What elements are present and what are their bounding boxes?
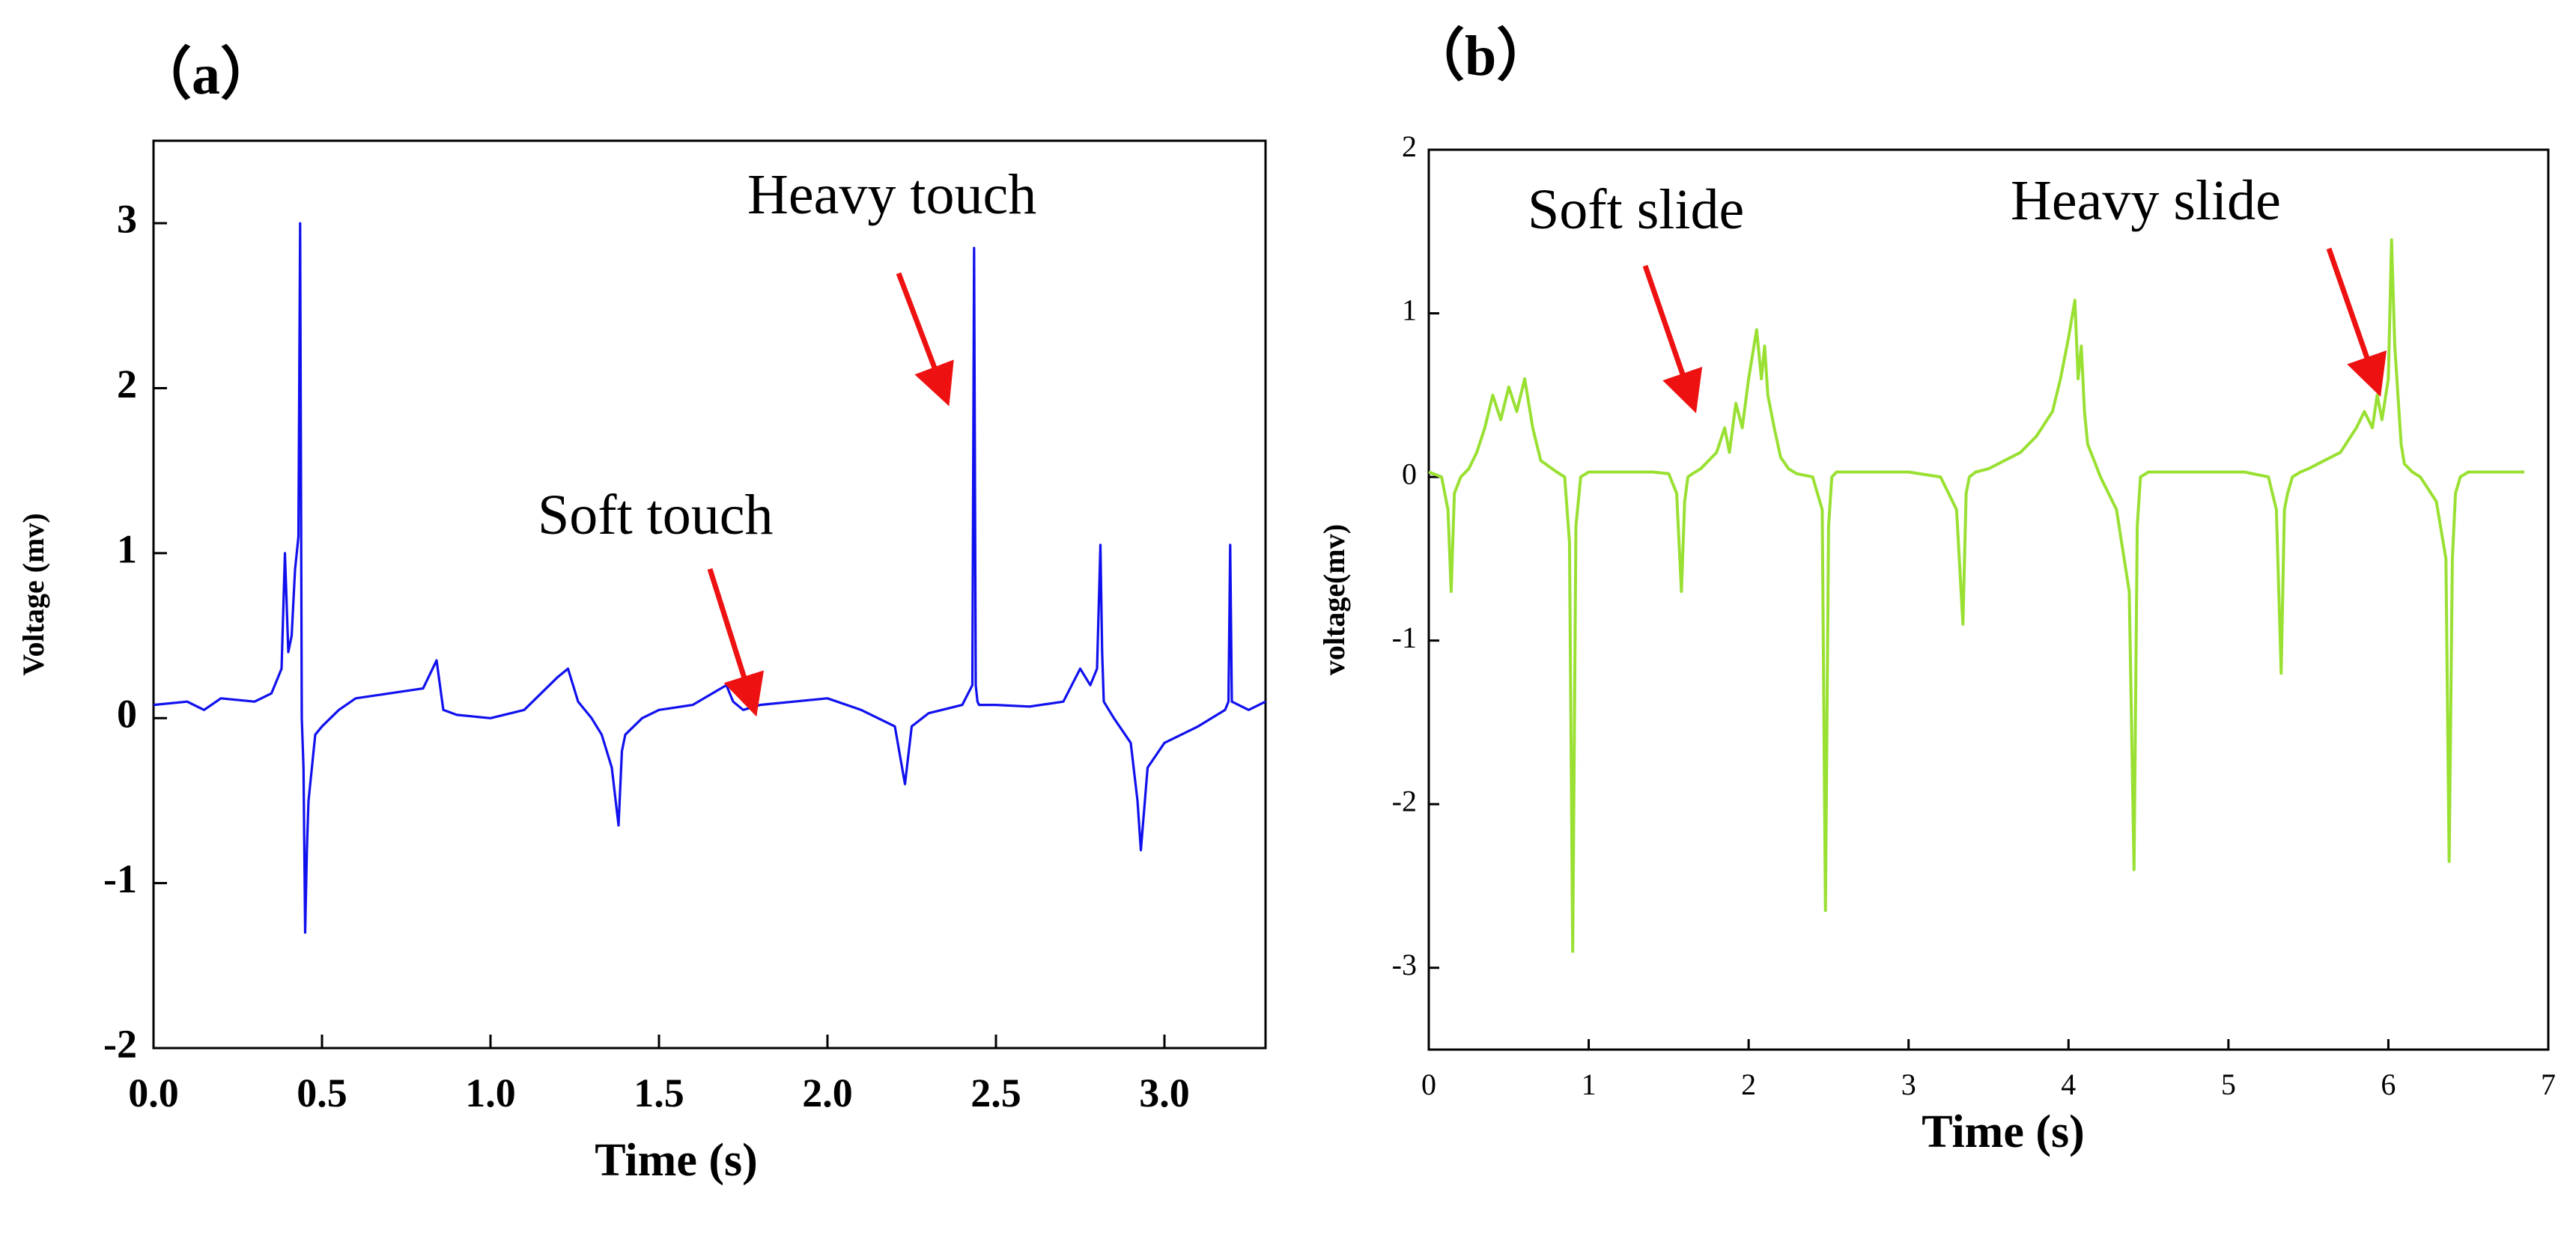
x-tick-label: 2 bbox=[1741, 1068, 1756, 1101]
y-tick-label: 0 bbox=[1402, 457, 1417, 490]
y-tick-label: -1 bbox=[1392, 621, 1417, 654]
x-axis-title-a: Time (s) bbox=[595, 1135, 758, 1186]
y-tick-label: 2 bbox=[1402, 130, 1417, 163]
x-tick-label: 1.0 bbox=[465, 1071, 516, 1115]
series-line-a-0 bbox=[153, 222, 1266, 934]
y-tick-label: -3 bbox=[1392, 948, 1417, 981]
x-tick-label: 3 bbox=[1901, 1068, 1916, 1101]
annotation-arrow bbox=[707, 567, 765, 717]
annotation-label: Soft slide bbox=[1528, 178, 1744, 241]
plot-frame-a bbox=[152, 139, 1267, 1050]
annotation-label: Soft touch bbox=[538, 484, 774, 547]
x-tick-label: 6 bbox=[2381, 1068, 2396, 1101]
x-tick-label: 2.0 bbox=[802, 1071, 853, 1115]
x-tick-label: 0 bbox=[1421, 1068, 1436, 1101]
y-tick-label: 1 bbox=[117, 526, 137, 571]
panel-label-a: （a） bbox=[135, 43, 277, 106]
chart-panel-b: （b） 0 1 2 3 4 5 6 7 -3 -2 -1 0 1 2 Time (s) voltage(mv) S… bbox=[1317, 25, 2556, 1157]
panel-label-b: （b） bbox=[1408, 25, 1553, 88]
plot-frame-b bbox=[1427, 148, 2550, 1051]
y-tick-label: -1 bbox=[103, 856, 137, 901]
series-line-b-0 bbox=[1428, 238, 2524, 953]
y-axis-title-b: voltage(mv) bbox=[1317, 524, 1351, 675]
x-axis-title-b: Time (s) bbox=[1922, 1106, 2085, 1157]
x-tick-label: 0.0 bbox=[128, 1071, 179, 1115]
chart-panel-a: （a） 0.0 0.5 1.0 1.5 2.0 2.5 3.0 -2 -1 0 1 2 3 Time (s)… bbox=[16, 43, 1267, 1186]
annotation-arrow bbox=[2326, 247, 2387, 398]
x-tick-label: 1 bbox=[1582, 1068, 1597, 1101]
annotation-label: Heavy touch bbox=[747, 163, 1036, 226]
y-tick-label: -2 bbox=[1392, 784, 1417, 818]
y-tick-label: 3 bbox=[117, 197, 137, 242]
annotation-label: Heavy slide bbox=[2011, 169, 2281, 232]
x-tick-label: 4 bbox=[2061, 1068, 2076, 1101]
annotation-arrow bbox=[1642, 264, 1703, 413]
x-tick-label: 2.5 bbox=[970, 1071, 1021, 1115]
x-tick-label: 3.0 bbox=[1139, 1071, 1190, 1115]
y-axis-title-a: Voltage (mv) bbox=[16, 513, 50, 675]
y-tick-label: 2 bbox=[117, 362, 137, 407]
y-tick-label: 0 bbox=[117, 692, 137, 737]
x-tick-label: 1.5 bbox=[634, 1071, 684, 1115]
y-tick-label: -2 bbox=[103, 1021, 137, 1066]
y-tick-label: 1 bbox=[1402, 293, 1417, 327]
annotation-arrow bbox=[896, 272, 954, 407]
x-tick-label: 5 bbox=[2221, 1068, 2236, 1101]
x-tick-label: 7 bbox=[2541, 1068, 2556, 1101]
x-tick-label: 0.5 bbox=[297, 1071, 347, 1115]
